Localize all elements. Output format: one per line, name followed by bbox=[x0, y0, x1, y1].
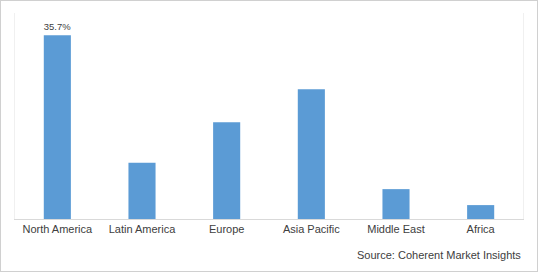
svg-text:Africa: Africa bbox=[467, 223, 496, 235]
svg-text:Asia Pacific: Asia Pacific bbox=[283, 223, 340, 235]
svg-text:North America: North America bbox=[22, 223, 93, 235]
svg-text:Source: Coherent Market Insigh: Source: Coherent Market Insights bbox=[357, 249, 521, 261]
svg-text:Middle East: Middle East bbox=[367, 223, 424, 235]
svg-text:Europe: Europe bbox=[209, 223, 244, 235]
svg-text:35.7%: 35.7% bbox=[44, 21, 71, 32]
svg-text:Latin America: Latin America bbox=[109, 223, 177, 235]
